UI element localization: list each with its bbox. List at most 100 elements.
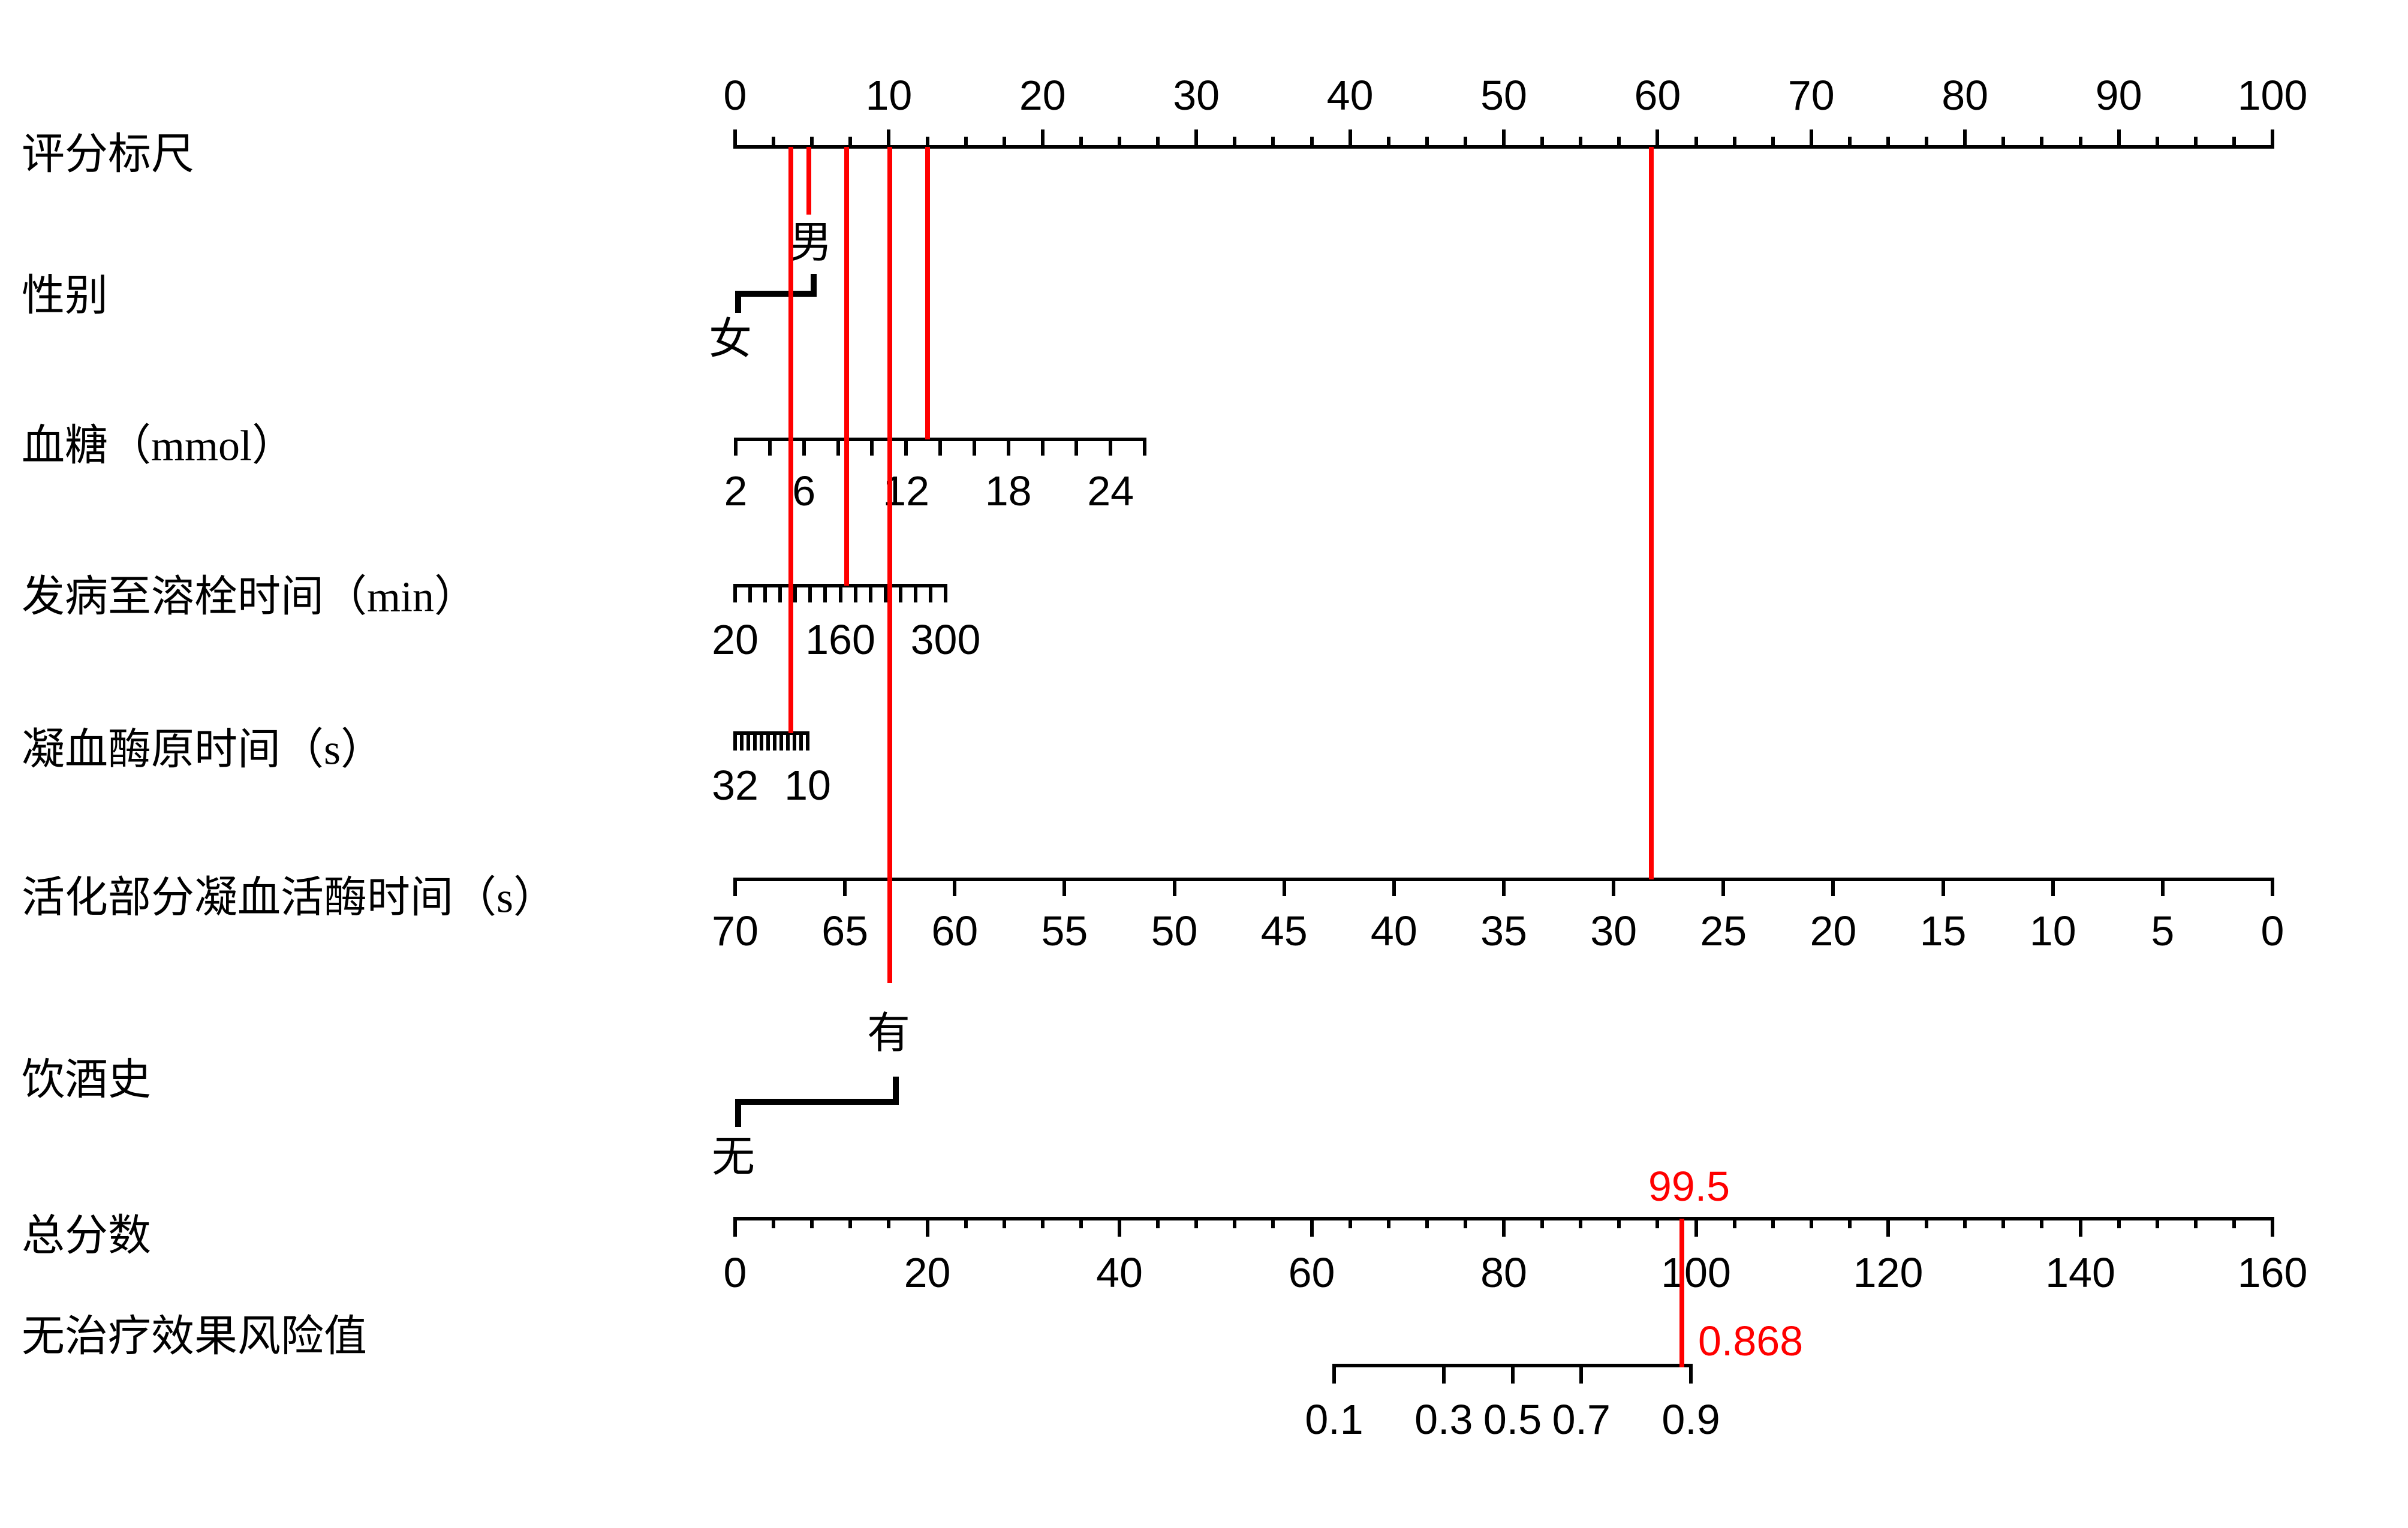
prothrombin-time-tick — [747, 733, 750, 751]
total-points-tick — [1579, 1219, 1583, 1228]
onset-to-thrombolysis-tick — [868, 586, 872, 602]
total-points-tick — [1310, 1219, 1314, 1237]
glucose-tick — [1074, 439, 1079, 456]
risk-tick — [1689, 1366, 1693, 1384]
prothrombin-time-tick — [740, 733, 744, 751]
aptt-tick-label: 60 — [931, 908, 979, 954]
total-points-tick — [1963, 1219, 1967, 1228]
total-points-tick — [1925, 1219, 1929, 1228]
total-points-tick-label: 120 — [1853, 1249, 1924, 1296]
row-label-risk: 无治疗效果风险值 — [22, 1312, 368, 1361]
points-scale-tick — [1463, 137, 1467, 147]
risk-tick-label: 0.9 — [1661, 1396, 1720, 1443]
aptt-tick — [2271, 879, 2274, 896]
points-scale-tick — [964, 137, 968, 147]
total-points-tick — [810, 1219, 814, 1228]
points-scale-tick — [1194, 129, 1199, 147]
total-points-tick — [925, 1219, 929, 1237]
row-label-prothrombin-time: 凝血酶原时间（s） — [22, 725, 384, 774]
aptt-tick-label: 20 — [1810, 908, 1857, 954]
points-scale-tick — [1002, 137, 1006, 147]
onset-to-thrombolysis-tick-label: 20 — [712, 616, 758, 663]
points-scale-tick — [2078, 137, 2082, 147]
sex-tick-left — [735, 294, 741, 313]
drinking-history-axis-line — [735, 1099, 899, 1105]
points-scale-tick — [1886, 137, 1890, 147]
prothrombin-time-tick — [766, 733, 770, 751]
aptt-tick — [1172, 879, 1176, 896]
prothrombin-time-tick — [793, 733, 796, 751]
prothrombin-time-axis-line — [733, 731, 809, 735]
points-scale-tick — [1233, 137, 1237, 147]
onset-to-thrombolysis-tick — [778, 586, 782, 602]
marker-sex-male — [806, 147, 811, 215]
aptt-tick-label: 25 — [1700, 908, 1747, 954]
aptt-tick — [1392, 879, 1396, 896]
aptt-tick-label: 35 — [1480, 908, 1527, 954]
prothrombin-time-tick-label: 10 — [784, 762, 831, 809]
total-points-tick-label: 40 — [1096, 1249, 1143, 1296]
aptt-tick-label: 5 — [2151, 908, 2175, 954]
points-scale-tick — [1732, 137, 1736, 147]
total-points-tick — [1271, 1219, 1275, 1228]
points-scale-tick — [2193, 137, 2198, 147]
marker-drinking — [887, 147, 892, 983]
aptt-tick — [2051, 879, 2055, 896]
aptt-tick — [2160, 879, 2165, 896]
glucose-tick — [1040, 439, 1045, 456]
prothrombin-time-tick — [753, 733, 757, 751]
glucose-tick — [734, 439, 738, 456]
aptt-tick-label: 30 — [1590, 908, 1638, 954]
aptt-tick-label: 40 — [1370, 908, 1417, 954]
glucose-tick — [1143, 439, 1146, 456]
total-points-tick — [2271, 1219, 2274, 1237]
total-points-tick — [1656, 1219, 1660, 1228]
points-scale-tick-label: 40 — [1326, 72, 1374, 119]
onset-to-thrombolysis-tick — [853, 586, 857, 602]
onset-to-thrombolysis-tick — [808, 586, 812, 602]
points-scale-tick — [1425, 137, 1429, 147]
glucose-tick — [767, 439, 772, 456]
total-points-tick — [1540, 1219, 1545, 1228]
risk-tick-label: 0.7 — [1552, 1396, 1611, 1443]
aptt-tick-label: 45 — [1260, 908, 1308, 954]
points-scale-tick — [1809, 129, 1813, 147]
points-scale-tick — [848, 137, 853, 147]
points-scale-axis-line — [733, 145, 2274, 149]
points-scale-tick — [2232, 137, 2236, 147]
total-points-tick — [1732, 1219, 1736, 1228]
marker-prothrombin — [788, 147, 793, 733]
aptt-tick — [1502, 879, 1506, 896]
total-points-tick — [2078, 1219, 2082, 1237]
total-points-tick — [887, 1219, 891, 1228]
total-points-tick-label: 160 — [2237, 1249, 2308, 1296]
total-points-tick — [1118, 1219, 1121, 1237]
aptt-tick — [1721, 879, 1726, 896]
aptt-tick-label: 50 — [1151, 908, 1198, 954]
points-scale-tick — [2117, 129, 2121, 147]
total-points-tick — [1809, 1219, 1813, 1228]
drinking-history-option-label: 有 — [866, 1009, 911, 1057]
marker-aptt — [1649, 147, 1654, 879]
total-points-tick — [2232, 1219, 2236, 1228]
onset-to-thrombolysis-tick — [763, 586, 767, 602]
points-scale-tick — [1386, 137, 1390, 147]
points-scale-tick-label: 50 — [1480, 72, 1527, 119]
onset-to-thrombolysis-tick-label: 300 — [910, 616, 981, 663]
total-points-tick — [1847, 1219, 1852, 1228]
total-points-tick — [2155, 1219, 2159, 1228]
aptt-tick — [1612, 879, 1616, 896]
risk-tick — [1441, 1366, 1446, 1384]
points-scale-tick-label: 10 — [865, 72, 913, 119]
glucose-tick-label: 24 — [1087, 468, 1134, 514]
points-scale-tick-label: 20 — [1019, 72, 1066, 119]
total-points-tick-label: 100 — [1661, 1249, 1731, 1296]
row-label-total-points: 总分数 — [22, 1211, 152, 1260]
points-scale-tick — [1847, 137, 1852, 147]
points-scale-tick — [1118, 137, 1121, 147]
points-scale-tick — [1925, 137, 1929, 147]
total-points-tick — [1886, 1219, 1890, 1237]
onset-to-thrombolysis-tick — [928, 586, 932, 602]
aptt-tick — [1831, 879, 1835, 896]
marker-total-to-risk — [1679, 1219, 1684, 1367]
